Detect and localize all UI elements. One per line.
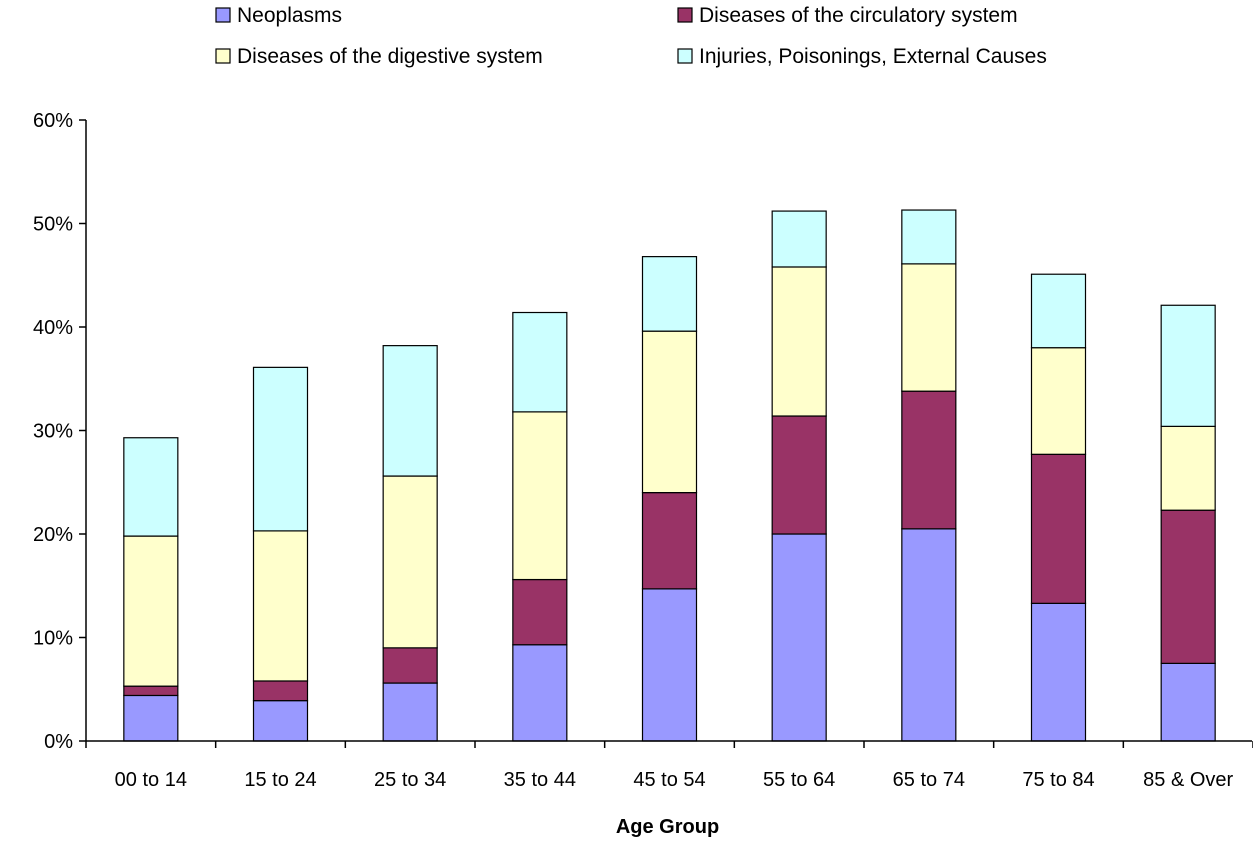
bar-segment-injuries-poisonings-external-causes: [901, 209, 957, 265]
x-tick-label: 55 to 64: [763, 769, 835, 791]
bar-segment-diseases-of-the-digestive-system: [641, 330, 698, 494]
bar-segment-neoplasms: [252, 700, 309, 742]
legend-label: Diseases of the circulatory system: [699, 4, 1018, 27]
y-tick-label: 30%: [33, 421, 73, 443]
bar-segment-diseases-of-the-digestive-system: [252, 530, 309, 682]
bar-segment-injuries-poisonings-external-causes: [512, 311, 568, 413]
bar-segment-diseases-of-the-digestive-system: [901, 263, 957, 392]
legend: Neoplasms Diseases of the circulatory sys…: [215, 4, 1047, 68]
x-axis-title: Age Group: [616, 816, 719, 838]
bar-segment-injuries-poisonings-external-causes: [123, 437, 179, 537]
bar-segment-diseases-of-the-circulatory-system: [1030, 453, 1087, 604]
bar-segment-neoplasms: [641, 588, 698, 742]
bar-segment-neoplasms: [771, 533, 827, 742]
bar-segment-injuries-poisonings-external-causes: [252, 366, 309, 532]
x-ticks: 00 to 14 15 to 24 25 to 34 35 to 44 45 to 54…: [85, 741, 1253, 791]
bar-segment-diseases-of-the-circulatory-system: [641, 492, 698, 590]
y-tick-label: 10%: [33, 628, 73, 650]
bar-segment-diseases-of-the-digestive-system: [123, 535, 179, 687]
bar-segment-neoplasms: [1030, 602, 1087, 742]
bar-segment-diseases-of-the-digestive-system: [1160, 425, 1216, 511]
bar-segment-diseases-of-the-circulatory-system: [771, 415, 827, 535]
y-tick-label: 60%: [33, 110, 73, 132]
bar-segment-injuries-poisonings-external-causes: [771, 210, 827, 268]
bar-segment-injuries-poisonings-external-causes: [1160, 304, 1216, 427]
bar-segment-neoplasms: [123, 694, 179, 742]
x-tick-label: 75 to 84: [1022, 769, 1094, 791]
x-tick-label: 85 & Over: [1143, 769, 1233, 791]
bar-segment-neoplasms: [901, 528, 957, 742]
y-ticks: 0% 10% 20% 30% 40% 50% 60%: [33, 110, 86, 753]
legend-label: Neoplasms: [237, 4, 342, 27]
bar-segment-diseases-of-the-digestive-system: [771, 266, 827, 417]
bar-segment-neoplasms: [382, 682, 438, 742]
bar-segment-injuries-poisonings-external-causes: [641, 256, 698, 332]
bars: [123, 209, 1216, 742]
legend-swatch: [677, 7, 693, 23]
bar-segment-injuries-poisonings-external-causes: [1030, 273, 1087, 349]
bar-segment-injuries-poisonings-external-causes: [382, 345, 438, 477]
bar-segment-diseases-of-the-circulatory-system: [901, 390, 957, 530]
bar-segment-diseases-of-the-circulatory-system: [123, 685, 179, 697]
y-tick-label: 0%: [44, 731, 73, 753]
bar-segment-diseases-of-the-circulatory-system: [382, 647, 438, 684]
bar-segment-diseases-of-the-digestive-system: [1030, 347, 1087, 455]
bar-segment-diseases-of-the-circulatory-system: [512, 578, 568, 646]
bar-segment-diseases-of-the-digestive-system: [512, 411, 568, 581]
x-tick-label: 35 to 44: [504, 769, 576, 791]
bar-segment-neoplasms: [1160, 662, 1216, 742]
bar-segment-diseases-of-the-circulatory-system: [1160, 509, 1216, 664]
y-tick-label: 40%: [33, 317, 73, 339]
legend-swatch: [677, 48, 693, 64]
y-tick-label: 20%: [33, 524, 73, 546]
y-tick-label: 50%: [33, 214, 73, 236]
legend-label: Diseases of the digestive system: [237, 45, 543, 68]
bar-segment-diseases-of-the-digestive-system: [382, 475, 438, 649]
x-tick-label: 65 to 74: [893, 769, 965, 791]
x-tick-label: 15 to 24: [244, 769, 316, 791]
x-tick-label: 25 to 34: [374, 769, 446, 791]
bar-segment-diseases-of-the-circulatory-system: [252, 680, 309, 702]
bar-segment-neoplasms: [512, 644, 568, 742]
x-tick-label: 00 to 14: [115, 769, 187, 791]
x-tick-label: 45 to 54: [633, 769, 705, 791]
legend-label: Injuries, Poisonings, External Causes: [699, 45, 1047, 68]
legend-swatch: [215, 7, 231, 23]
legend-swatch: [215, 48, 231, 64]
